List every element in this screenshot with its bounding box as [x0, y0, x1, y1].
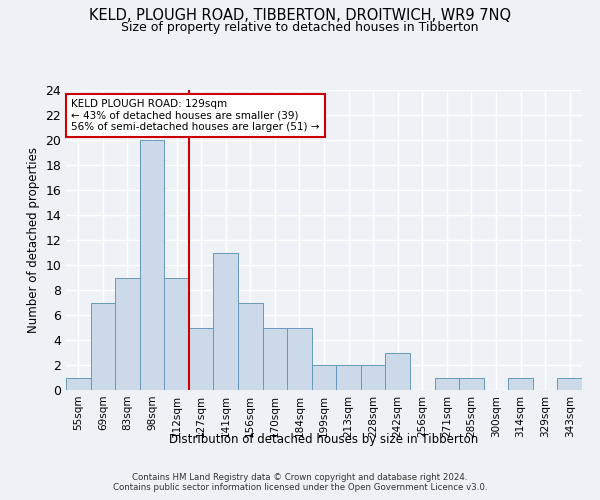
Bar [361, 365, 385, 390]
Text: Distribution of detached houses by size in Tibberton: Distribution of detached houses by size … [169, 432, 479, 446]
Text: Contains public sector information licensed under the Open Government Licence v3: Contains public sector information licen… [113, 484, 487, 492]
Text: KELD PLOUGH ROAD: 129sqm
← 43% of detached houses are smaller (39)
56% of semi-d: KELD PLOUGH ROAD: 129sqm ← 43% of detach… [71, 99, 320, 132]
Bar [263, 328, 287, 390]
Bar [459, 378, 484, 390]
Bar [164, 278, 189, 390]
Bar [66, 378, 91, 390]
Bar [385, 352, 410, 390]
Bar [91, 302, 115, 390]
Y-axis label: Number of detached properties: Number of detached properties [27, 147, 40, 333]
Text: KELD, PLOUGH ROAD, TIBBERTON, DROITWICH, WR9 7NQ: KELD, PLOUGH ROAD, TIBBERTON, DROITWICH,… [89, 8, 511, 22]
Bar [434, 378, 459, 390]
Bar [557, 378, 582, 390]
Bar [189, 328, 214, 390]
Text: Contains HM Land Registry data © Crown copyright and database right 2024.: Contains HM Land Registry data © Crown c… [132, 472, 468, 482]
Bar [115, 278, 140, 390]
Bar [336, 365, 361, 390]
Bar [287, 328, 312, 390]
Text: Size of property relative to detached houses in Tibberton: Size of property relative to detached ho… [121, 21, 479, 34]
Bar [238, 302, 263, 390]
Bar [508, 378, 533, 390]
Bar [312, 365, 336, 390]
Bar [140, 140, 164, 390]
Bar [214, 252, 238, 390]
